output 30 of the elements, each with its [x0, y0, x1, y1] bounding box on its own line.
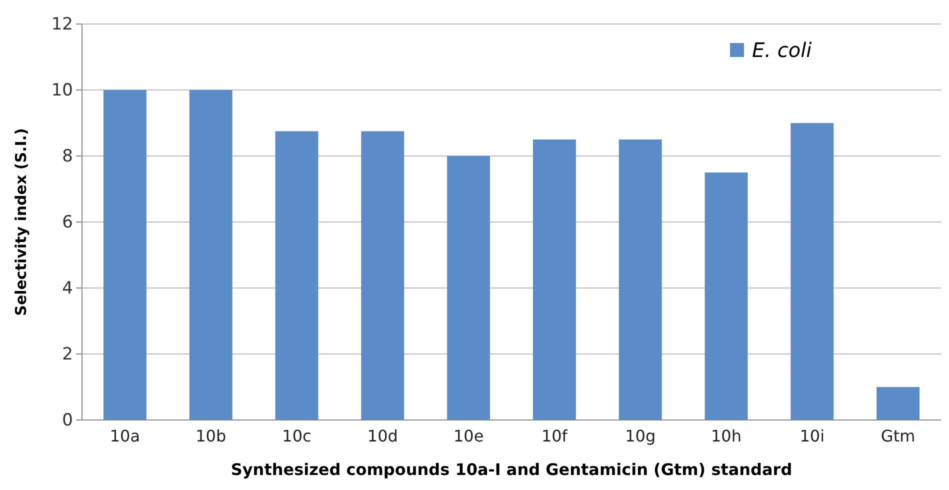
bar	[361, 131, 404, 420]
y-tick-label: 4	[62, 278, 73, 298]
bar	[618, 140, 662, 420]
bar	[189, 90, 232, 420]
bar	[532, 140, 576, 420]
x-axis-title: Synthesized compounds 10a-I and Gentamicin (Gtm) standard	[230, 460, 792, 479]
y-tick-label: 8	[62, 146, 73, 166]
x-tick-label: 10e	[453, 426, 484, 446]
y-tick-label: 12	[51, 14, 73, 34]
y-tick-label: 0	[62, 410, 73, 430]
y-tick-label: 10	[51, 80, 73, 100]
bar	[876, 387, 920, 420]
x-tick-label: 10a	[110, 426, 140, 446]
x-tick-label: Gtm	[880, 426, 916, 446]
x-tick-label: 10f	[541, 426, 568, 446]
legend-label: E. coli	[752, 38, 812, 62]
bar	[704, 172, 748, 420]
bar	[447, 156, 490, 420]
x-tick-label: 10h	[711, 426, 742, 446]
x-tick-label: 10g	[625, 426, 656, 446]
bar	[103, 90, 146, 420]
x-tick-label: 10d	[367, 426, 398, 446]
bar	[790, 123, 834, 420]
bar	[275, 131, 318, 420]
y-tick-label: 6	[62, 212, 73, 232]
x-tick-label: 10c	[282, 426, 312, 446]
y-axis-title: Selectivity index (S.I.)	[12, 128, 30, 316]
x-tick-label: 10b	[196, 426, 226, 446]
x-tick-label: 10i	[800, 426, 825, 446]
y-tick-label: 2	[62, 344, 73, 364]
